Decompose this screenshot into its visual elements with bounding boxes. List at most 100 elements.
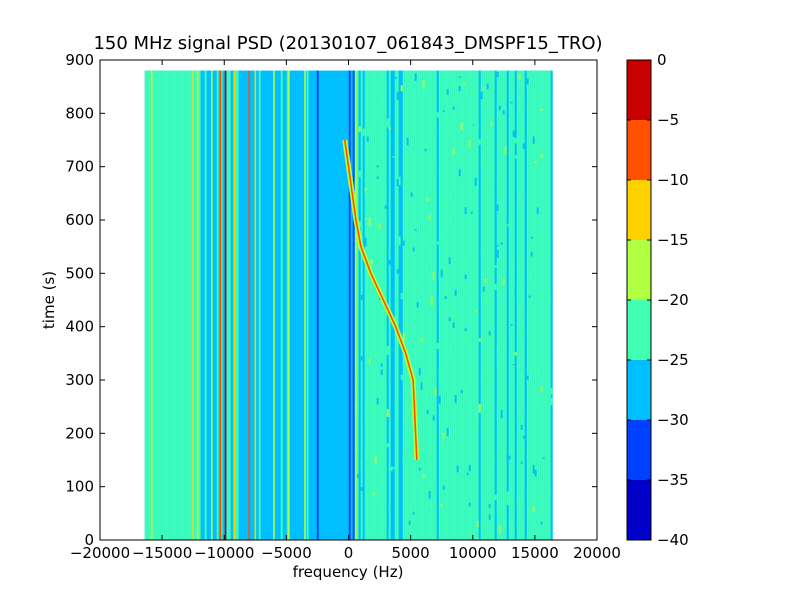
heatmap-column xyxy=(326,70,329,540)
heatmap-column xyxy=(186,70,189,540)
heatmap-speckle xyxy=(494,283,497,290)
heatmap-column xyxy=(176,70,179,540)
heatmap-speckle xyxy=(356,189,359,196)
heatmap-column xyxy=(346,70,349,540)
heatmap-column xyxy=(168,70,171,540)
heatmap-column xyxy=(236,70,239,540)
heatmap-column xyxy=(454,70,457,540)
heatmap-speckle xyxy=(410,192,413,197)
heatmap-column xyxy=(198,70,201,540)
heatmap-column xyxy=(244,70,247,540)
heatmap-speckle xyxy=(464,260,467,269)
heatmap-speckle xyxy=(420,382,423,390)
heatmap-column xyxy=(348,70,351,540)
heatmap-column xyxy=(308,70,311,540)
heatmap-speckle xyxy=(460,122,463,131)
heatmap-speckle xyxy=(530,77,533,80)
colorbar-tick-label: −25 xyxy=(657,351,689,369)
heatmap-column xyxy=(200,70,203,540)
heatmap-column xyxy=(434,70,437,540)
heatmap-speckle xyxy=(386,374,389,382)
heatmap-column xyxy=(514,70,517,540)
heatmap-speckle xyxy=(360,458,363,466)
heatmap-speckle xyxy=(500,276,503,283)
heatmap-column xyxy=(380,70,383,540)
heatmap-speckle xyxy=(534,532,537,537)
colorbar-segment xyxy=(627,300,651,360)
heatmap-column xyxy=(256,70,259,540)
heatmap-speckle xyxy=(408,520,411,525)
heatmap-column xyxy=(262,70,265,540)
heatmap-column xyxy=(492,70,495,540)
colorbar-tick-label: −40 xyxy=(657,531,689,549)
x-axis-label: frequency (Hz) xyxy=(293,563,404,581)
heatmap-column xyxy=(162,70,165,540)
heatmap-column xyxy=(462,70,465,540)
heatmap-speckle xyxy=(358,221,361,228)
heatmap-column xyxy=(508,70,511,540)
heatmap-column xyxy=(544,70,547,540)
heatmap-speckle xyxy=(540,386,543,392)
heatmap-speckle xyxy=(416,482,419,484)
heatmap-speckle xyxy=(380,369,383,376)
heatmap-speckle xyxy=(540,236,543,239)
heatmap-speckle xyxy=(364,189,367,197)
heatmap-speckle xyxy=(380,450,383,455)
heatmap-column xyxy=(460,70,463,540)
heatmap-column xyxy=(172,70,175,540)
heatmap-speckle xyxy=(452,389,455,391)
heatmap-speckle xyxy=(528,509,531,518)
colorbar-tick-label: −5 xyxy=(657,111,679,129)
heatmap-column xyxy=(400,70,403,540)
heatmap-speckle xyxy=(518,409,521,416)
heatmap-speckle xyxy=(418,467,421,471)
heatmap-column xyxy=(484,70,487,540)
heatmap-speckle xyxy=(432,518,435,525)
heatmap-speckle xyxy=(436,241,439,245)
heatmap-column xyxy=(212,70,215,540)
heatmap-speckle xyxy=(466,377,469,381)
heatmap-column xyxy=(504,70,507,540)
heatmap-speckle xyxy=(520,424,523,430)
heatmap-speckle xyxy=(356,474,359,478)
heatmap-column xyxy=(252,70,255,540)
heatmap-speckle xyxy=(400,85,403,92)
heatmap-column xyxy=(490,70,493,540)
heatmap-speckle xyxy=(458,77,461,80)
heatmap-speckle xyxy=(518,74,521,81)
heatmap-speckle xyxy=(390,376,393,380)
heatmap-column xyxy=(548,70,551,540)
heatmap-column xyxy=(240,70,243,540)
heatmap-speckle xyxy=(446,123,449,131)
heatmap-column xyxy=(546,70,549,540)
heatmap-column xyxy=(266,70,269,540)
heatmap-speckle xyxy=(478,139,481,145)
heatmap-speckle xyxy=(376,222,379,231)
heatmap-speckle xyxy=(550,388,553,395)
heatmap-column xyxy=(342,70,345,540)
heatmap-speckle xyxy=(430,504,433,506)
heatmap-speckle xyxy=(392,466,395,469)
heatmap-speckle xyxy=(448,317,451,322)
heatmap-speckle xyxy=(398,176,401,186)
heatmap-speckle xyxy=(498,525,501,535)
heatmap-column xyxy=(444,70,447,540)
heatmap-column xyxy=(438,70,441,540)
heatmap-speckle xyxy=(506,523,509,527)
heatmap-speckle xyxy=(386,409,389,417)
heatmap-column xyxy=(480,70,483,540)
heatmap-speckle xyxy=(484,295,487,303)
heatmap-speckle xyxy=(464,385,467,394)
heatmap-speckle xyxy=(504,275,507,279)
heatmap-column xyxy=(292,70,295,540)
heatmap-speckle xyxy=(374,82,377,89)
heatmap-speckle xyxy=(468,502,471,507)
chart-title: 150 MHz signal PSD (20130107_061843_DMSP… xyxy=(93,33,602,54)
heatmap-column xyxy=(250,70,253,540)
heatmap-column xyxy=(340,70,343,540)
heatmap-speckle xyxy=(358,170,361,178)
heatmap-speckle xyxy=(462,293,465,297)
heatmap-column xyxy=(478,70,481,540)
heatmap-column xyxy=(470,70,473,540)
heatmap-speckle xyxy=(532,506,535,512)
